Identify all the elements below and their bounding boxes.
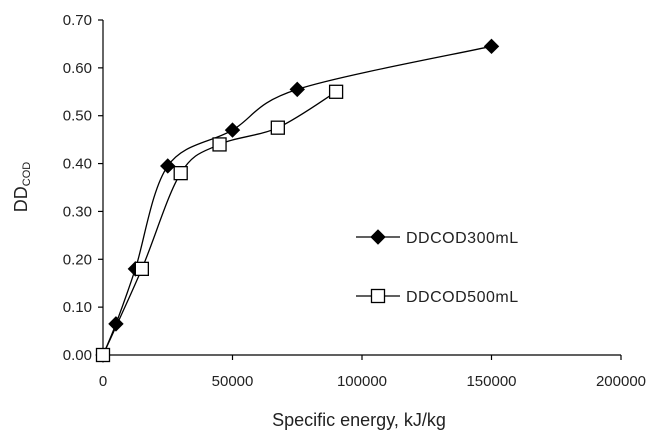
x-tick-label: 100000 (337, 373, 387, 390)
axes: 0.00 0.10 0.20 0.30 0.40 0.50 0.60 0.70 0 50000 10… (63, 12, 646, 390)
y-tick-label: 0.10 (63, 299, 92, 316)
legend-marker-DDCOD500mL (370, 288, 386, 304)
y-tick-label: 0.30 (63, 203, 92, 220)
data-point-DDCOD300mL (224, 122, 241, 138)
legend-label-DDCOD300mL: DDCOD300mL (406, 230, 519, 247)
y-tick-label: 0.00 (63, 347, 92, 364)
x-tick-label: 0 (99, 373, 107, 390)
series-line-DDCOD500mL (102, 91, 337, 356)
data-point-DDCOD500mL (173, 165, 188, 181)
y-axis-title-main: DD (11, 186, 31, 212)
data-point-DDCOD300mL (483, 38, 500, 55)
y-axis-title: DDCOD (11, 162, 33, 213)
data-point-DDCOD500mL (134, 261, 150, 277)
y-tick-label: 0.40 (63, 156, 92, 173)
data-point-DDCOD500mL (328, 84, 344, 99)
series-line-DDCOD300mL (102, 45, 492, 356)
legend-marker-DDCOD300mL (370, 229, 386, 245)
data-point-DDCOD500mL (212, 137, 227, 152)
y-tick-label: 0.50 (63, 108, 92, 125)
legend-label-DDCOD500mL: DDCOD500mL (406, 289, 519, 306)
y-tick-label: 0.20 (63, 251, 92, 268)
y-tick-label: 0.70 (63, 12, 92, 29)
data-point-DDCOD300mL (108, 316, 124, 332)
markers (95, 38, 500, 363)
x-axis-title: Specific energy, kJ/kg (272, 410, 446, 430)
x-tick-label: 200000 (596, 373, 646, 390)
y-tick-label: 0.60 (63, 60, 92, 77)
data-point-DDCOD500mL (270, 120, 285, 135)
data-point-DDCOD300mL (289, 81, 305, 98)
x-tick-label: 150000 (466, 373, 516, 390)
x-tick-label: 50000 (212, 373, 254, 390)
data-point-DDCOD300mL (160, 158, 176, 174)
legend: DDCOD300mL DDCOD500mL (356, 229, 519, 306)
data-point-DDCOD500mL (95, 347, 111, 363)
y-axis-title-sub: COD (21, 162, 33, 187)
